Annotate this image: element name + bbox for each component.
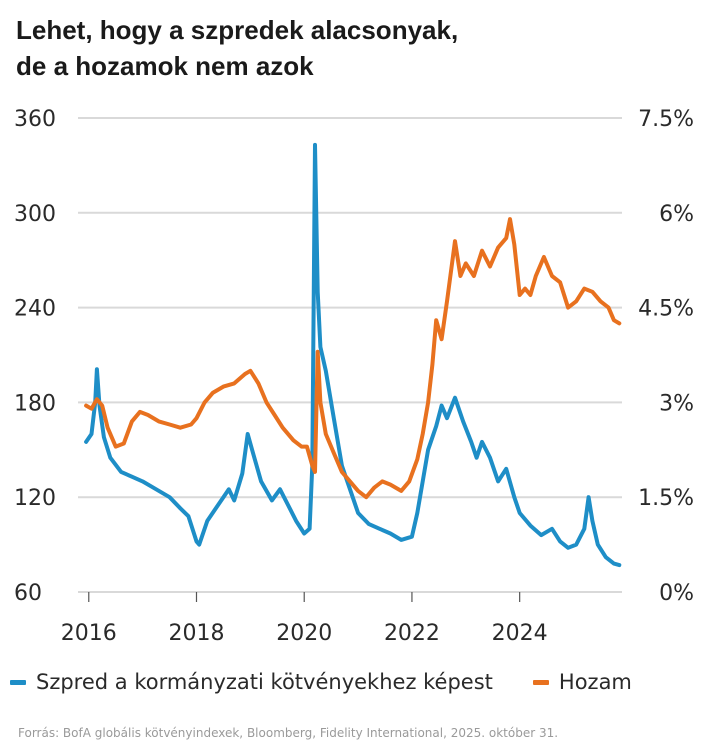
left-tick-120: 120	[14, 486, 56, 511]
left-tick-180: 180	[14, 391, 56, 416]
legend-swatch-yield	[533, 680, 549, 685]
right-tick-3: 3%	[659, 391, 694, 416]
legend-label-yield: Hozam	[559, 670, 632, 694]
gridlines	[78, 118, 622, 592]
right-tick-2: 4.5%	[638, 297, 694, 322]
right-tick-0: 7.5%	[638, 107, 694, 132]
x-tick-2020: 2020	[276, 621, 332, 646]
x-axis-ticks: 2016 2018 2020 2022 2024	[61, 592, 548, 646]
x-tick-2018: 2018	[168, 621, 224, 646]
left-axis-ticks: 360 300 240 180 120 60	[14, 107, 56, 606]
series-line-yield	[86, 219, 619, 497]
left-tick-240: 240	[14, 297, 56, 322]
x-tick-2022: 2022	[384, 621, 440, 646]
legend-item-spread: Szpred a kormányzati kötvényekhez képest	[10, 670, 493, 694]
series-line-spread	[86, 145, 619, 565]
legend: Szpred a kormányzati kötvényekhez képest…	[10, 664, 672, 700]
left-tick-360: 360	[14, 107, 56, 132]
right-tick-1: 6%	[659, 202, 694, 227]
right-tick-4: 1.5%	[638, 486, 694, 511]
source-footnote: Forrás: BofA globális kötvényindexek, Bl…	[18, 726, 558, 740]
right-tick-5: 0%	[659, 581, 694, 606]
series-lines	[86, 145, 619, 565]
x-tick-2024: 2024	[492, 621, 548, 646]
legend-item-yield: Hozam	[533, 670, 632, 694]
x-tick-2016: 2016	[61, 621, 117, 646]
left-tick-300: 300	[14, 202, 56, 227]
left-tick-60: 60	[14, 581, 42, 606]
legend-swatch-spread	[10, 680, 26, 685]
right-axis-ticks: 7.5% 6% 4.5% 3% 1.5% 0%	[638, 107, 694, 606]
chart-area: 360 300 240 180 120 60 7.5% 6% 4.5% 3% 1.5% 0% 201…	[0, 0, 706, 753]
legend-label-spread: Szpred a kormányzati kötvényekhez képest	[36, 670, 493, 694]
